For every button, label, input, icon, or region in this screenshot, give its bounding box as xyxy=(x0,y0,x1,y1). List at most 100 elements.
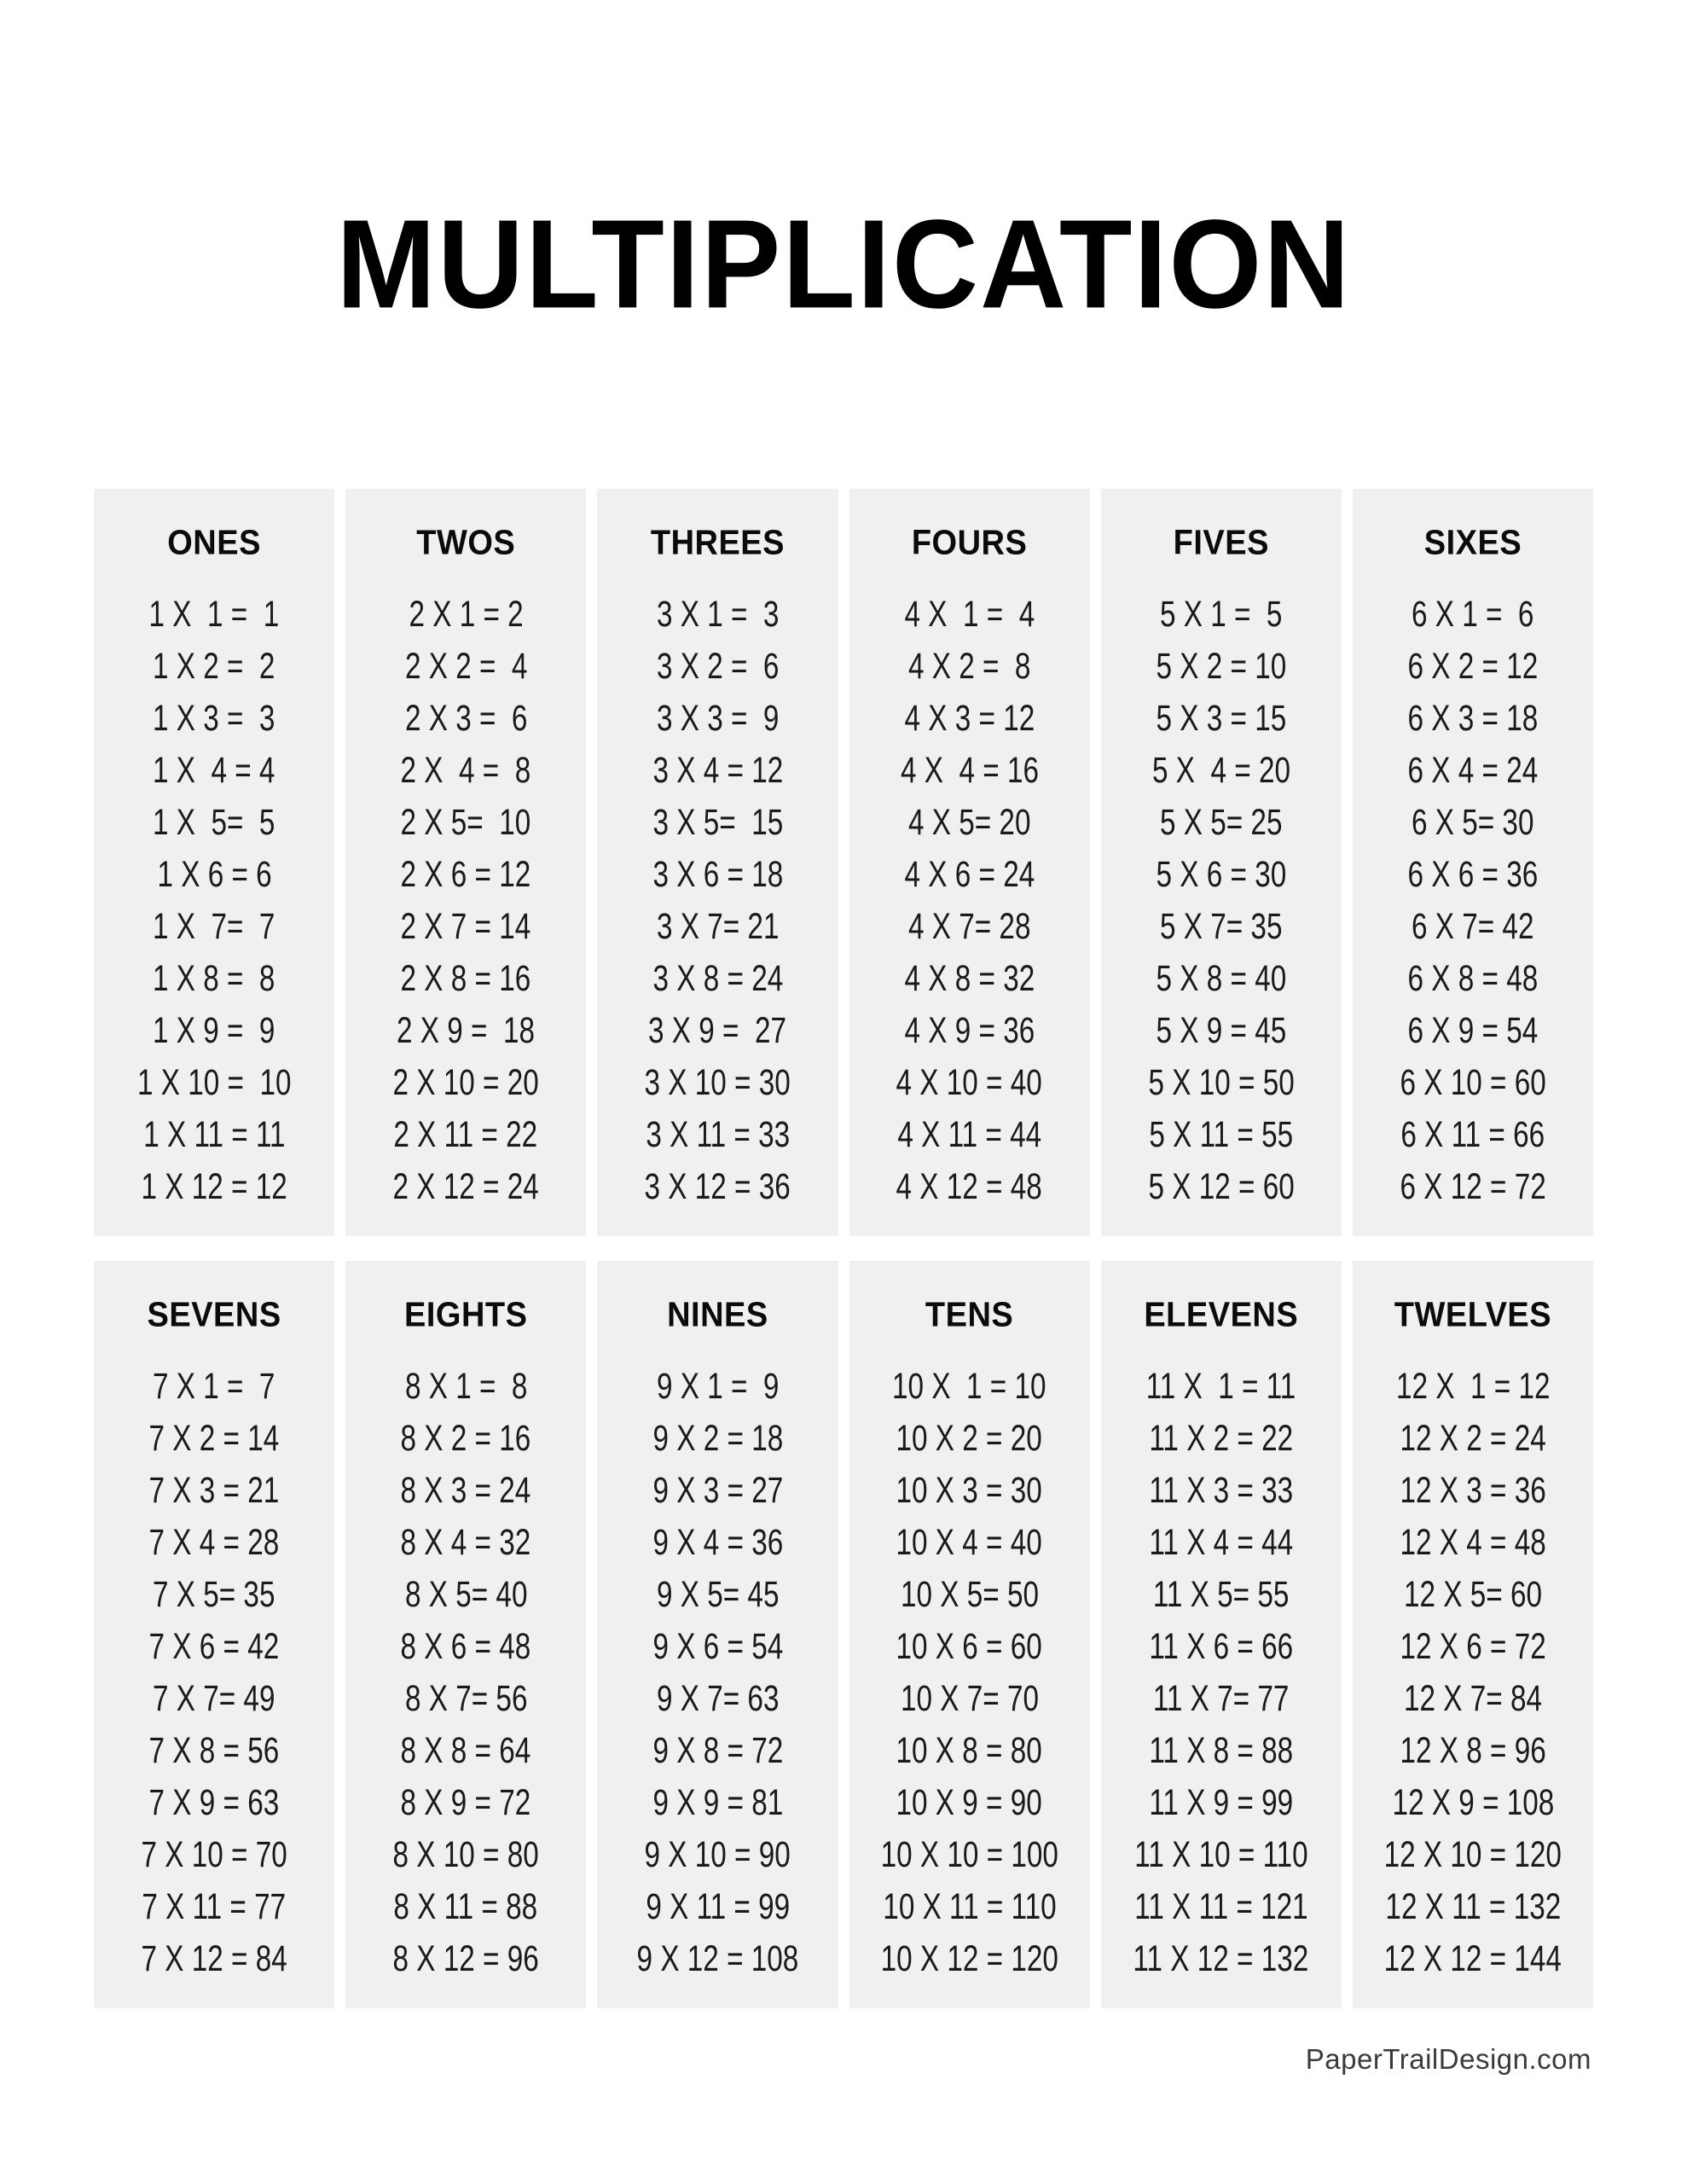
panel-title: TWOS xyxy=(416,523,516,563)
equation-row: 12 X 3 = 36 xyxy=(1400,1469,1546,1511)
table-grid-row-1: ONES 1 X 1 = 1 1 X 2 = 2 1 X 3 = 3 1 X 4 = 4… xyxy=(94,488,1594,1236)
equation-row: 9 X 2 = 18 xyxy=(652,1417,783,1459)
equation-row: 1 X 3 = 3 xyxy=(153,697,275,739)
equation-row: 10 X 10 = 100 xyxy=(880,1833,1058,1875)
equation-row: 5 X 11 = 55 xyxy=(1149,1113,1294,1155)
equation-row: 7 X 11 = 77 xyxy=(142,1885,287,1927)
equation-row: 10 X 5= 50 xyxy=(900,1573,1039,1615)
equation-row: 11 X 3 = 33 xyxy=(1149,1469,1294,1511)
multiplication-panel: THREES 3 X 1 = 3 3 X 2 = 6 3 X 3 = 9 3 X 4 =… xyxy=(597,488,838,1236)
equation-row: 2 X 6 = 12 xyxy=(400,853,531,895)
equation-row: 2 X 4 = 8 xyxy=(400,749,531,791)
equation-row: 7 X 2 = 14 xyxy=(148,1417,280,1459)
equation-row: 4 X 7= 28 xyxy=(907,905,1031,947)
equation-row: 8 X 2 = 16 xyxy=(400,1417,531,1459)
equation-list: 11 X 1 = 11 11 X 2 = 22 11 X 3 = 33 11 X 4 … xyxy=(1101,1365,1342,1979)
table-grid-row-2: SEVENS 7 X 1 = 7 7 X 2 = 14 7 X 3 = 21 7 X 4… xyxy=(94,1260,1594,2008)
multiplication-panel: EIGHTS 8 X 1 = 8 8 X 2 = 16 8 X 3 = 24 8 X 4… xyxy=(345,1260,587,2008)
equation-row: 1 X 8 = 8 xyxy=(153,957,275,999)
equation-row: 3 X 8 = 24 xyxy=(652,957,783,999)
equation-row: 6 X 12 = 72 xyxy=(1400,1165,1546,1207)
equation-row: 3 X 3 = 9 xyxy=(656,697,780,739)
equation-list: 5 X 1 = 5 5 X 2 = 10 5 X 3 = 15 5 X 4 = 20 5… xyxy=(1101,595,1342,1207)
equation-row: 9 X 12 = 108 xyxy=(636,1937,799,1979)
equation-row: 10 X 9 = 90 xyxy=(896,1781,1043,1823)
equation-row: 10 X 12 = 120 xyxy=(880,1937,1058,1979)
multiplication-panel: TWOS 2 X 1 = 2 2 X 2 = 4 2 X 3 = 6 2 X 4 = 8… xyxy=(345,488,587,1236)
equation-row: 9 X 4 = 36 xyxy=(652,1521,783,1563)
equation-row: 7 X 8 = 56 xyxy=(148,1729,280,1771)
equation-row: 5 X 12 = 60 xyxy=(1148,1165,1295,1207)
equation-list: 7 X 1 = 7 7 X 2 = 14 7 X 3 = 21 7 X 4 = 28 7… xyxy=(94,1368,334,1977)
equation-row: 4 X 5= 20 xyxy=(907,801,1031,843)
equation-row: 10 X 3 = 30 xyxy=(896,1469,1043,1511)
equation-row: 11 X 1 = 11 xyxy=(1145,1365,1296,1407)
equation-list: 9 X 1 = 9 9 X 2 = 18 9 X 3 = 27 9 X 4 = 36 9… xyxy=(597,1368,838,1979)
equation-row: 12 X 7= 84 xyxy=(1403,1677,1542,1719)
equation-row: 6 X 5= 30 xyxy=(1412,801,1534,843)
equation-row: 2 X 3 = 6 xyxy=(404,697,527,739)
equation-list: 12 X 1 = 12 12 X 2 = 24 12 X 3 = 36 12 X 4 … xyxy=(1353,1365,1593,1977)
equation-row: 6 X 3 = 18 xyxy=(1407,697,1539,739)
equation-row: 12 X 9 = 108 xyxy=(1392,1781,1554,1823)
equation-row: 4 X 1 = 4 xyxy=(904,593,1035,635)
equation-row: 10 X 11 = 110 xyxy=(882,1885,1057,1927)
multiplication-panel: ONES 1 X 1 = 1 1 X 2 = 2 1 X 3 = 3 1 X 4 = 4… xyxy=(94,488,335,1236)
equation-row: 5 X 10 = 50 xyxy=(1148,1061,1295,1103)
multiplication-panel: FIVES 5 X 1 = 5 5 X 2 = 10 5 X 3 = 15 5 X 4 … xyxy=(1100,488,1342,1236)
equation-row: 11 X 5= 55 xyxy=(1152,1573,1290,1615)
equation-row: 1 X 1 = 1 xyxy=(148,593,280,635)
equation-row: 8 X 4 = 32 xyxy=(400,1521,531,1563)
equation-row: 10 X 8 = 80 xyxy=(896,1729,1043,1771)
equation-row: 1 X 4 = 4 xyxy=(153,749,275,791)
equation-list: 3 X 1 = 3 3 X 2 = 6 3 X 3 = 9 3 X 4 = 12 3 X… xyxy=(597,593,838,1207)
equation-row: 7 X 3 = 21 xyxy=(148,1469,280,1511)
multiplication-panel: NINES 9 X 1 = 9 9 X 2 = 18 9 X 3 = 27 9 X 4 … xyxy=(597,1260,838,2008)
equation-row: 3 X 4 = 12 xyxy=(652,749,783,791)
equation-row: 3 X 1 = 3 xyxy=(656,593,780,635)
equation-row: 7 X 9 = 63 xyxy=(148,1781,280,1823)
equation-row: 10 X 2 = 20 xyxy=(896,1417,1043,1459)
equation-row: 12 X 4 = 48 xyxy=(1400,1521,1546,1563)
equation-row: 11 X 8 = 88 xyxy=(1149,1729,1294,1771)
equation-row: 6 X 1 = 6 xyxy=(1412,593,1534,635)
footer-credit: PaperTrailDesign.com xyxy=(1305,2043,1591,2075)
equation-row: 9 X 6 = 54 xyxy=(652,1625,783,1667)
panel-title: NINES xyxy=(667,1295,768,1335)
equation-row: 10 X 4 = 40 xyxy=(896,1521,1043,1563)
equation-row: 11 X 12 = 132 xyxy=(1133,1937,1309,1979)
equation-row: 12 X 11 = 132 xyxy=(1385,1885,1561,1927)
equation-row: 4 X 2 = 8 xyxy=(907,645,1031,687)
equation-row: 2 X 9 = 18 xyxy=(397,1009,536,1051)
equation-row: 5 X 5= 25 xyxy=(1160,801,1283,843)
equation-row: 4 X 8 = 32 xyxy=(904,957,1035,999)
equation-row: 1 X 2 = 2 xyxy=(153,645,275,687)
equation-row: 5 X 8 = 40 xyxy=(1156,957,1287,999)
equation-row: 12 X 1 = 12 xyxy=(1395,1365,1551,1407)
multiplication-panel: FOURS 4 X 1 = 4 4 X 2 = 8 4 X 3 = 12 4 X 4 =… xyxy=(849,488,1090,1236)
page-title-container: MULTIPLICATION xyxy=(94,0,1593,390)
equation-list: 2 X 1 = 2 2 X 2 = 4 2 X 3 = 6 2 X 4 = 8 2 X … xyxy=(345,595,586,1205)
panel-title: FIVES xyxy=(1173,523,1269,563)
multiplication-panel: SEVENS 7 X 1 = 7 7 X 2 = 14 7 X 3 = 21 7 X 4… xyxy=(94,1260,335,2008)
equation-row: 10 X 7= 70 xyxy=(900,1677,1039,1719)
equation-row: 4 X 4 = 16 xyxy=(900,749,1039,791)
equation-row: 11 X 11 = 121 xyxy=(1134,1885,1308,1927)
equation-row: 11 X 7= 77 xyxy=(1152,1677,1290,1719)
panel-title: SIXES xyxy=(1423,523,1522,563)
panel-title: EIGHTS xyxy=(404,1295,528,1335)
equation-row: 9 X 11 = 99 xyxy=(646,1885,790,1927)
equation-row: 7 X 4 = 28 xyxy=(148,1521,280,1563)
equation-row: 11 X 6 = 66 xyxy=(1149,1625,1294,1667)
equation-row: 3 X 5= 15 xyxy=(652,801,783,843)
equation-row: 1 X 9 = 9 xyxy=(153,1009,275,1051)
equation-row: 3 X 9 = 27 xyxy=(648,1009,787,1051)
panel-title: FOURS xyxy=(911,523,1028,563)
multiplication-panel: SIXES 6 X 1 = 6 6 X 2 = 12 6 X 3 = 18 6 X 4 … xyxy=(1352,488,1594,1236)
equation-row: 3 X 12 = 36 xyxy=(644,1165,791,1207)
equation-row: 6 X 4 = 24 xyxy=(1407,749,1539,791)
equation-row: 9 X 3 = 27 xyxy=(652,1469,783,1511)
equation-row: 4 X 12 = 48 xyxy=(896,1165,1043,1207)
equation-list: 1 X 1 = 1 1 X 2 = 2 1 X 3 = 3 1 X 4 = 4 1 X … xyxy=(94,593,334,1205)
